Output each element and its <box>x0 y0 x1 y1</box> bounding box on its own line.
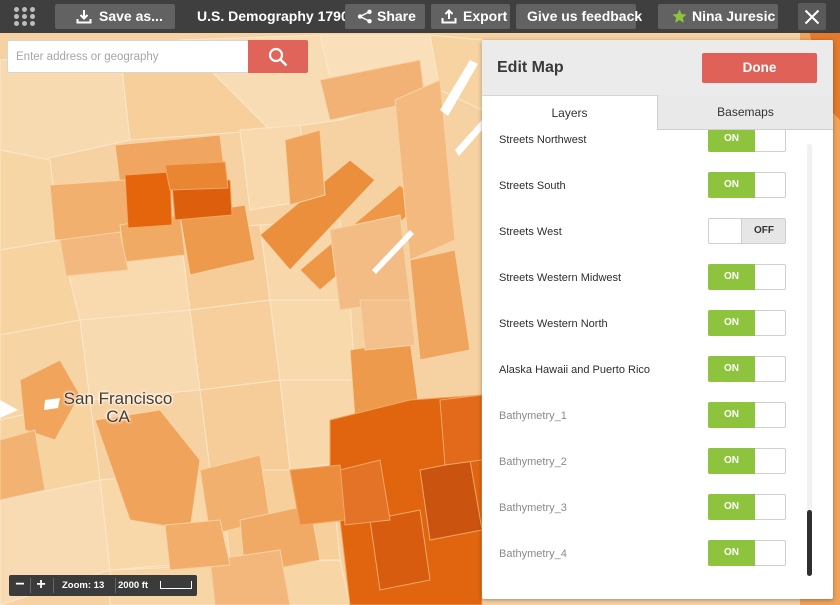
layer-toggle[interactable]: ON <box>708 494 786 520</box>
share-button[interactable]: Share <box>345 4 425 29</box>
search-icon <box>268 47 288 67</box>
layer-row: Bathymetry_1 ON <box>482 393 802 439</box>
share-icon <box>357 9 372 24</box>
layer-toggle[interactable]: ON <box>708 310 786 336</box>
feedback-label: Give us feedback <box>527 8 643 24</box>
layer-row: Streets West OFF <box>482 209 802 255</box>
apps-grid-icon[interactable] <box>14 7 36 27</box>
tab-layers[interactable]: Layers <box>482 95 657 130</box>
upload-icon <box>441 9 457 24</box>
layer-row: Streets South ON <box>482 163 802 209</box>
layer-name: Streets Western Midwest <box>499 272 622 284</box>
edit-map-panel: Edit Map Done Layers Basemaps Streets No… <box>482 40 833 599</box>
layer-name: Streets West <box>499 226 562 238</box>
layer-toggle[interactable]: ON <box>708 130 786 152</box>
layer-toggle[interactable]: ON <box>708 356 786 382</box>
toggle-state: ON <box>708 130 755 152</box>
download-icon <box>76 10 92 24</box>
toggle-state: OFF <box>754 225 774 236</box>
layer-toggle[interactable]: ON <box>708 448 786 474</box>
feedback-button[interactable]: Give us feedback <box>516 4 642 29</box>
save-as-label: Save as... <box>99 8 163 24</box>
star-icon <box>672 9 687 23</box>
zoom-controls: − + Zoom: 13 2000 ft <box>9 575 197 596</box>
search-button[interactable] <box>248 40 308 73</box>
city-label: San Francisco CA <box>48 390 188 426</box>
top-bar: Save as... U.S. Demography 1790 to Share… <box>0 0 840 33</box>
toggle-state: ON <box>708 402 755 428</box>
city-name: San Francisco <box>63 389 173 408</box>
done-button[interactable]: Done <box>702 53 817 83</box>
scale-label: 2000 ft <box>118 580 149 591</box>
search-box <box>7 40 308 73</box>
tab-basemaps[interactable]: Basemaps <box>657 95 833 130</box>
divider <box>53 578 54 593</box>
layer-name: Bathymetry_3 <box>499 502 567 514</box>
layer-row: Streets Western North ON <box>482 301 802 347</box>
address-search-input[interactable] <box>7 40 248 73</box>
panel-header: Edit Map Done <box>482 40 833 95</box>
toggle-state: ON <box>708 356 755 382</box>
state-abbrev: CA <box>106 407 130 426</box>
layer-toggle[interactable]: ON <box>708 172 786 198</box>
toggle-state: ON <box>708 494 755 520</box>
divider <box>30 578 31 593</box>
layer-row: Streets Northwest ON <box>482 130 802 163</box>
layer-name: Bathymetry_4 <box>499 548 567 560</box>
share-label: Share <box>377 8 416 24</box>
toggle-state: ON <box>708 172 755 198</box>
divider <box>115 578 116 593</box>
toggle-state: ON <box>708 448 755 474</box>
close-icon <box>804 9 820 25</box>
layer-row: Bathymetry_2 ON <box>482 439 802 485</box>
layer-toggle[interactable]: ON <box>708 264 786 290</box>
scrollbar-track[interactable] <box>807 144 812 576</box>
toggle-knob <box>708 218 742 244</box>
layer-name: Streets Western North <box>499 318 608 330</box>
save-as-button[interactable]: Save as... <box>55 4 175 29</box>
layer-toggle[interactable]: OFF <box>708 218 786 244</box>
zoom-out-button[interactable]: − <box>15 576 25 593</box>
layer-name: Bathymetry_1 <box>499 410 567 422</box>
layer-name: Alaska Hawaii and Puerto Rico <box>499 364 651 376</box>
panel-tabs: Layers Basemaps <box>482 95 833 130</box>
layer-row: Bathymetry_4 ON <box>482 531 802 577</box>
export-button[interactable]: Export <box>431 4 510 29</box>
layer-name: Bathymetry_2 <box>499 456 567 468</box>
layer-row: Streets Western Midwest ON <box>482 255 802 301</box>
layers-list[interactable]: Streets Northwest ON Streets South ON St… <box>482 130 833 599</box>
document-title: U.S. Demography 1790 to <box>197 8 366 24</box>
scale-bar <box>160 581 192 589</box>
layer-toggle[interactable]: ON <box>708 540 786 566</box>
zoom-level: Zoom: 13 <box>62 580 105 591</box>
panel-title: Edit Map <box>497 59 564 76</box>
layer-row: Alaska Hawaii and Puerto Rico ON <box>482 347 802 393</box>
toggle-state: ON <box>708 540 755 566</box>
user-menu-button[interactable]: Nina Juresic <box>658 4 778 29</box>
layer-toggle[interactable]: ON <box>708 402 786 428</box>
zoom-in-button[interactable]: + <box>36 576 46 593</box>
close-button[interactable] <box>798 3 826 30</box>
toggle-state: ON <box>708 310 755 336</box>
layer-name: Streets South <box>499 180 566 192</box>
user-name: Nina Juresic <box>692 8 776 24</box>
layer-row: Bathymetry_3 ON <box>482 485 802 531</box>
export-label: Export <box>463 8 508 24</box>
layer-name: Streets Northwest <box>499 134 587 146</box>
toggle-state: ON <box>708 264 755 290</box>
scrollbar-thumb[interactable] <box>807 510 812 576</box>
